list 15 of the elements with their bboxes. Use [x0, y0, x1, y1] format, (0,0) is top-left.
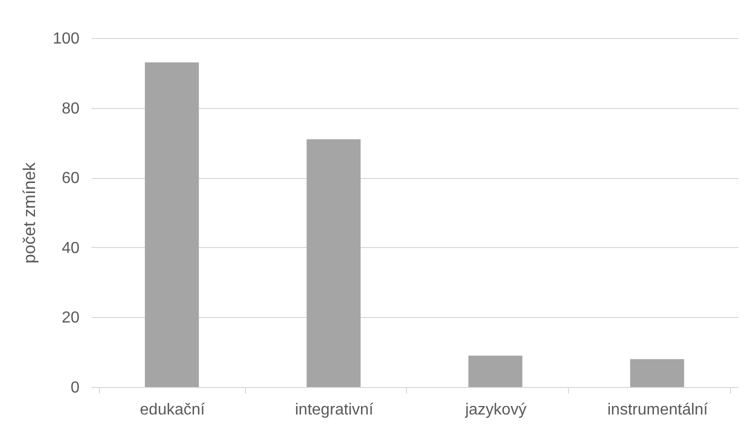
y-tick-label: 60	[62, 170, 80, 188]
y-tick-label: 0	[70, 380, 80, 396]
y-tick-label: 40	[62, 240, 80, 257]
x-tick-label: jazykový	[464, 402, 527, 418]
y-tick-label: 20	[62, 310, 80, 327]
bar	[468, 356, 522, 387]
x-tick-label: instrumentální	[607, 402, 708, 418]
bar	[630, 359, 684, 387]
x-tick-label: edukační	[140, 402, 206, 418]
x-tick-label: integrativní	[294, 402, 374, 418]
bar	[144, 62, 199, 387]
bar	[306, 139, 361, 387]
y-tick-label: 80	[62, 100, 80, 118]
y-tick-label: 100	[52, 30, 80, 48]
y-axis-title: počet zmínek	[20, 162, 39, 264]
